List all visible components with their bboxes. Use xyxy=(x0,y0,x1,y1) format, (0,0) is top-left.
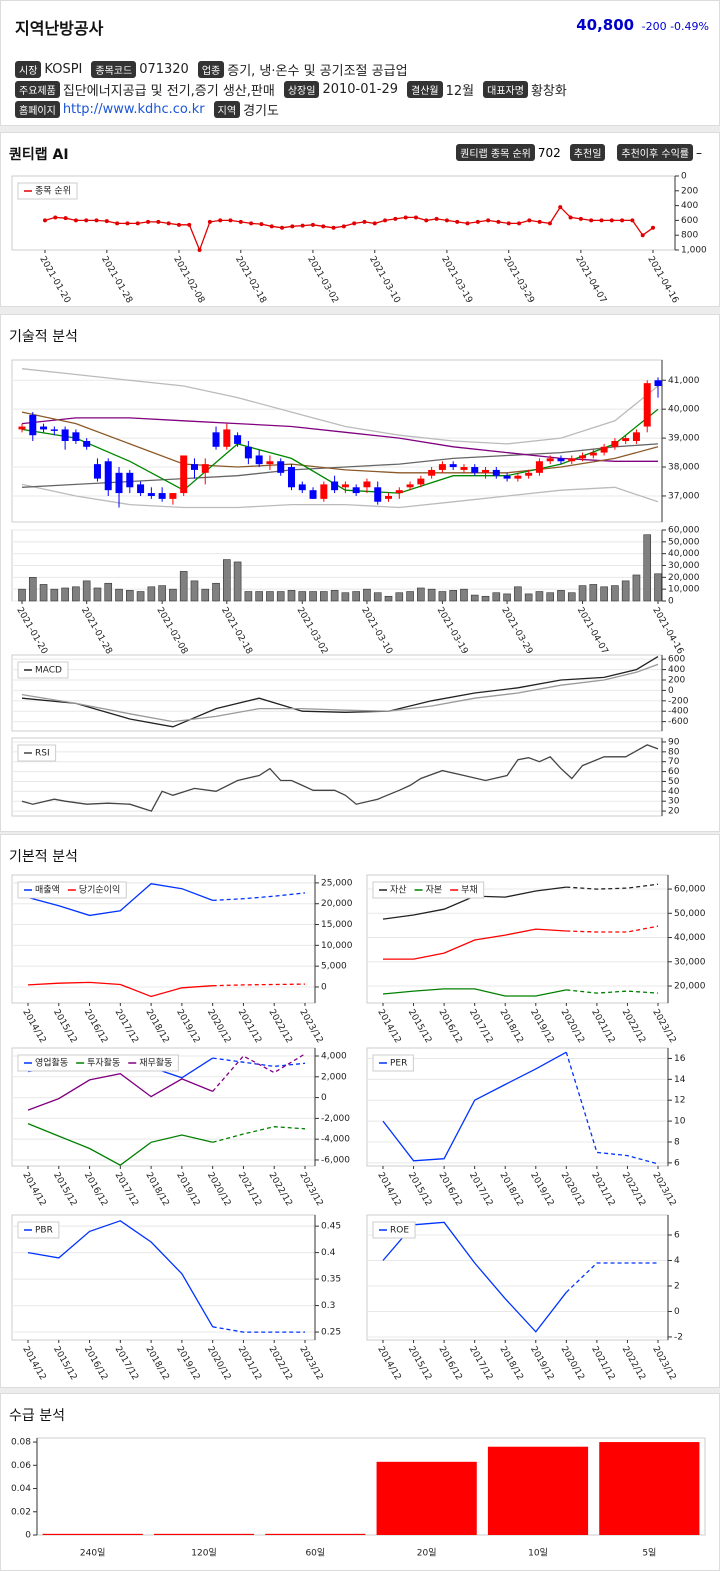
price: 40,800 xyxy=(576,16,635,34)
info-label: 결산월 xyxy=(407,80,443,98)
supply-card: 수급 분석 xyxy=(0,1393,720,1571)
section-title: 수급 분석 xyxy=(9,1408,65,1424)
quantilab-card: 퀀티랩 AI 퀀티랩 종목 순위 702 추천일 추천이후 수익률 – xyxy=(0,132,720,307)
quantilab-label: 퀀티랩 종목 순위 xyxy=(456,144,535,161)
price-box: 40,800 -200 -0.49% xyxy=(576,16,709,34)
info: 시장 KOSPI 종목코드 071320 업종 증기, 냉·온수 및 공기조절 공급업 주요… xyxy=(15,59,576,119)
section-title: 퀀티랩 AI xyxy=(9,147,69,163)
info-row: 시장 KOSPI 종목코드 071320 업종 증기, 냉·온수 및 공기조절 공급업 xyxy=(15,59,576,79)
info-row: 홈페이지 http://www.kdhc.co.kr 지역 경기도 xyxy=(15,99,576,119)
stock-name: 지역난방공사 xyxy=(15,19,104,38)
info-label: 주요제품 xyxy=(15,80,60,98)
info-label: 시장 xyxy=(15,60,42,78)
section-title: 기본적 분석 xyxy=(9,849,78,865)
info-value: 071320 xyxy=(139,61,189,77)
info-value: 12월 xyxy=(445,83,475,99)
info-value: 증기, 냉·온수 및 공기조절 공급업 xyxy=(227,63,408,79)
info-value: KOSPI xyxy=(44,61,83,77)
info-label: 대표자명 xyxy=(483,80,528,98)
info-value: 황창화 xyxy=(530,83,567,99)
quantilab-label: 추천이후 수익률 xyxy=(617,144,693,161)
quantilab-value: 702 xyxy=(537,145,561,160)
fundamental-card: 기본적 분석 xyxy=(0,834,720,1388)
info-label: 종목코드 xyxy=(91,60,137,78)
section-title: 기술적 분석 xyxy=(9,329,78,345)
info-value: 경기도 xyxy=(243,103,279,119)
header-card: 지역난방공사 40,800 -200 -0.49% 시장 KOSPI 종목코드 071… xyxy=(0,0,720,126)
price-change-pct: -0.49% xyxy=(670,20,709,33)
info-value: 집단에너지공급 및 전기,증기 생산,판매 xyxy=(62,83,275,99)
info-label: 지역 xyxy=(213,100,241,118)
info-label: 업종 xyxy=(197,60,225,78)
quantilab-value: – xyxy=(696,145,702,160)
technical-card: 기술적 분석 xyxy=(0,314,720,832)
info-link[interactable]: http://www.kdhc.co.kr xyxy=(62,101,205,117)
quantilab-items: 퀀티랩 종목 순위 702 추천일 추천이후 수익률 – xyxy=(456,144,711,161)
info-label: 상장일 xyxy=(283,80,320,98)
info-value: 2010-01-29 xyxy=(322,81,399,97)
price-change: -200 xyxy=(641,20,667,33)
info-row: 주요제품 집단에너지공급 및 전기,증기 생산,판매 상장일 2010-01-29 결산… xyxy=(15,79,576,99)
quantilab-label: 추천일 xyxy=(569,144,606,161)
info-label: 홈페이지 xyxy=(15,100,60,118)
